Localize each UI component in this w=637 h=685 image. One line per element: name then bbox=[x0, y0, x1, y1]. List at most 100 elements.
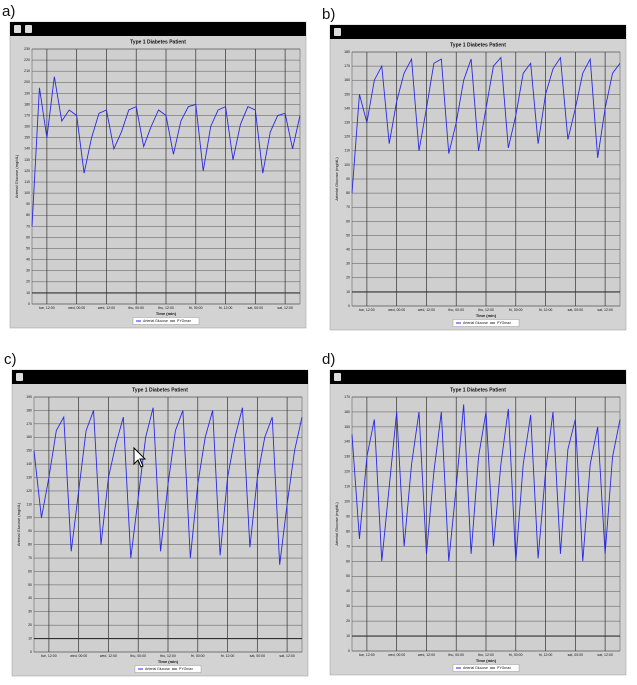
app-icon bbox=[16, 373, 23, 381]
x-tick-label: sat, 00:00 bbox=[568, 653, 583, 657]
y-tick-label: 120 bbox=[344, 135, 350, 139]
x-tick-label: thu, 12:00 bbox=[478, 308, 494, 312]
x-tick-label: sat, 12:00 bbox=[277, 306, 292, 310]
y-tick-label: 120 bbox=[344, 470, 350, 474]
x-tick-label: wed, 00:00 bbox=[70, 654, 87, 658]
panel-label: a) bbox=[2, 3, 15, 20]
y-tick-label: 20 bbox=[28, 623, 32, 627]
x-tick-label: fri, 00:00 bbox=[191, 654, 205, 658]
y-tick-label: 160 bbox=[344, 78, 350, 82]
y-tick-label: 140 bbox=[24, 147, 30, 151]
y-tick-label: 20 bbox=[26, 280, 30, 284]
y-tick-label: 50 bbox=[28, 583, 32, 587]
y-tick-label: 90 bbox=[346, 177, 350, 181]
x-tick-label: fri, 00:00 bbox=[189, 306, 203, 310]
y-tick-label: 0 bbox=[30, 650, 32, 654]
x-tick-label: wed, 00:00 bbox=[388, 653, 405, 657]
data-line bbox=[33, 407, 303, 565]
y-tick-label: 20 bbox=[346, 619, 350, 623]
x-tick-label: wed, 12:00 bbox=[98, 306, 115, 310]
y-tick-label: 100 bbox=[344, 163, 350, 167]
y-tick-label: 30 bbox=[346, 604, 350, 608]
x-tick-label: thu, 00:00 bbox=[448, 653, 464, 657]
y-tick-label: 80 bbox=[346, 191, 350, 195]
chart-title: Type 1 Diabetes Patient bbox=[132, 387, 188, 393]
x-tick-label: tue, 12:00 bbox=[359, 653, 375, 657]
y-tick-label: 110 bbox=[344, 149, 350, 153]
y-tick-label: 30 bbox=[26, 269, 30, 273]
y-tick-label: 140 bbox=[26, 462, 32, 466]
x-tick-label: wed, 00:00 bbox=[68, 306, 85, 310]
x-tick-label: fri, 00:00 bbox=[509, 653, 523, 657]
y-tick-label: 50 bbox=[26, 246, 30, 250]
x-tick-label: tue, 12:00 bbox=[359, 308, 375, 312]
y-tick-label: 150 bbox=[344, 92, 350, 96]
y-tick-label: 210 bbox=[24, 69, 30, 73]
y-tick-label: 110 bbox=[24, 180, 30, 184]
header-bar bbox=[12, 370, 308, 384]
y-tick-label: 0 bbox=[28, 302, 30, 306]
y-tick-label: 20 bbox=[346, 276, 350, 280]
y-tick-label: 150 bbox=[344, 425, 350, 429]
x-tick-label: tue, 12:00 bbox=[39, 306, 55, 310]
y-tick-label: 120 bbox=[26, 489, 32, 493]
y-tick-label: 140 bbox=[344, 440, 350, 444]
x-tick-label: sat, 00:00 bbox=[248, 306, 263, 310]
y-tick-label: 40 bbox=[28, 596, 32, 600]
y-tick-label: 110 bbox=[344, 485, 350, 489]
y-tick-label: 180 bbox=[26, 408, 32, 412]
legend-label: PYGmax bbox=[497, 666, 511, 670]
chart-title: Type 1 Diabetes Patient bbox=[450, 387, 506, 393]
legend-label: PYGmax bbox=[497, 321, 511, 325]
y-tick-label: 150 bbox=[24, 136, 30, 140]
y-tick-label: 10 bbox=[28, 637, 32, 641]
x-tick-label: sat, 00:00 bbox=[250, 654, 265, 658]
y-tick-label: 10 bbox=[346, 290, 350, 294]
y-tick-label: 160 bbox=[344, 410, 350, 414]
y-tick-label: 130 bbox=[24, 158, 30, 162]
y-tick-label: 100 bbox=[344, 500, 350, 504]
x-tick-label: fri, 00:00 bbox=[509, 308, 523, 312]
y-tick-label: 160 bbox=[26, 435, 32, 439]
legend-box bbox=[452, 664, 520, 672]
y-tick-label: 100 bbox=[24, 191, 30, 195]
x-tick-label: fri, 12:00 bbox=[539, 653, 553, 657]
header-bar bbox=[10, 22, 306, 36]
y-tick-label: 40 bbox=[346, 589, 350, 593]
app-icon bbox=[334, 28, 341, 36]
legend-box bbox=[134, 665, 202, 673]
x-tick-label: thu, 00:00 bbox=[448, 308, 464, 312]
y-tick-label: 70 bbox=[28, 556, 32, 560]
x-tick-label: sat, 00:00 bbox=[568, 308, 583, 312]
x-tick-label: thu, 12:00 bbox=[160, 654, 176, 658]
x-tick-label: wed, 12:00 bbox=[100, 654, 117, 658]
y-tick-label: 0 bbox=[348, 649, 350, 653]
data-line bbox=[31, 76, 301, 227]
panel-label: b) bbox=[322, 6, 335, 23]
y-tick-label: 160 bbox=[24, 125, 30, 129]
y-tick-label: 130 bbox=[344, 455, 350, 459]
y-tick-label: 30 bbox=[28, 610, 32, 614]
x-tick-label: fri, 12:00 bbox=[539, 308, 553, 312]
x-tick-label: thu, 12:00 bbox=[478, 653, 494, 657]
y-tick-label: 90 bbox=[346, 514, 350, 518]
y-tick-label: 70 bbox=[346, 544, 350, 548]
y-tick-label: 80 bbox=[26, 213, 30, 217]
y-tick-label: 200 bbox=[24, 80, 30, 84]
legend-box bbox=[132, 317, 200, 325]
y-tick-label: 60 bbox=[346, 219, 350, 223]
y-tick-label: 170 bbox=[344, 64, 350, 68]
chart-title: Type 1 Diabetes Patient bbox=[130, 39, 186, 45]
x-axis-label: Time (min) bbox=[476, 658, 497, 663]
y-tick-label: 50 bbox=[346, 233, 350, 237]
x-tick-label: thu, 12:00 bbox=[158, 306, 174, 310]
data-line bbox=[351, 56, 621, 194]
y-tick-label: 60 bbox=[26, 235, 30, 239]
x-tick-label: fri, 12:00 bbox=[221, 654, 235, 658]
x-tick-label: sat, 12:00 bbox=[279, 654, 294, 658]
data-line bbox=[351, 404, 621, 562]
y-tick-label: 190 bbox=[26, 395, 32, 399]
x-axis-label: Time (min) bbox=[476, 313, 497, 318]
chart-title: Type 1 Diabetes Patient bbox=[450, 42, 506, 48]
y-tick-label: 60 bbox=[346, 559, 350, 563]
